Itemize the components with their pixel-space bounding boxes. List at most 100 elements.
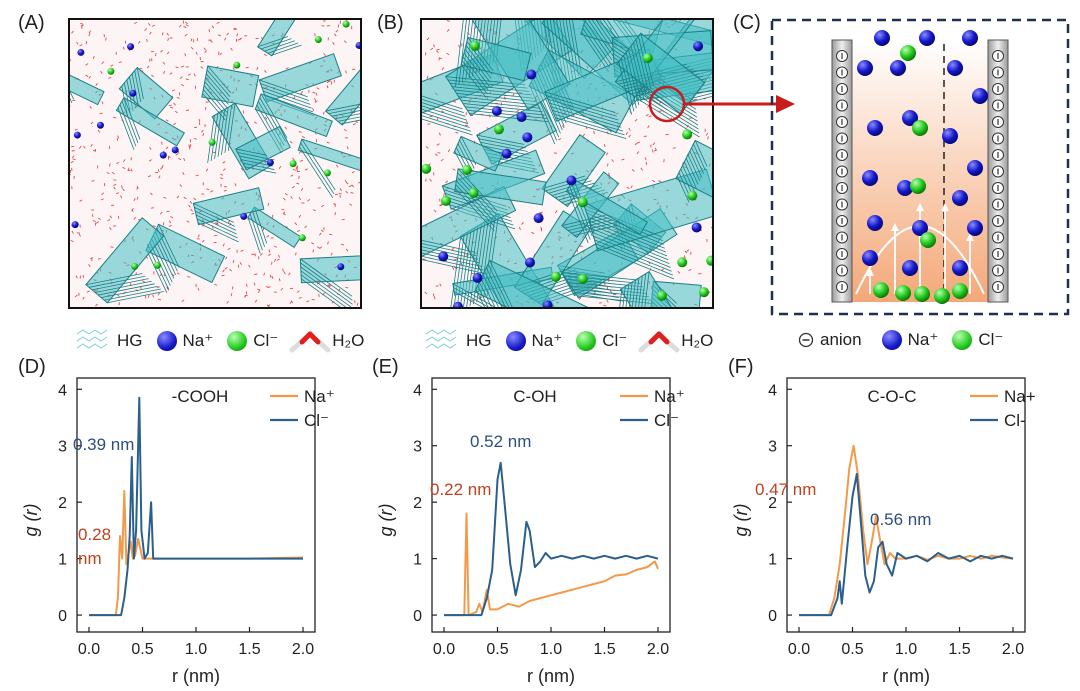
cl-ion-icon: [227, 331, 248, 351]
chart-title: -COOH: [172, 387, 229, 406]
x-tick-label: 0.0: [78, 641, 100, 658]
arrow-head: [776, 95, 795, 113]
y-tick-label: 1: [768, 552, 777, 569]
legend-label: Cl-: [1004, 411, 1026, 430]
series-line-na: [89, 489, 304, 617]
cl-ion-icon: [952, 330, 973, 350]
y-tick-label: 1: [58, 552, 67, 569]
series-line-na: [799, 444, 1014, 617]
x-axis-label: r (nm): [527, 666, 575, 686]
x-tick-label: 1.0: [185, 641, 207, 658]
na-ion: [962, 30, 978, 46]
cl-ion: [910, 178, 926, 194]
na-ion: [972, 88, 988, 104]
na-ion: [867, 120, 883, 136]
series-line-cl: [799, 473, 1014, 617]
snapshot-b: [420, 18, 714, 309]
panel-label-c: (C): [733, 12, 761, 34]
na-ion: [897, 180, 913, 196]
legend-cl-label: Cl⁻: [602, 331, 628, 350]
y-tick-label: 3: [768, 439, 777, 456]
water-icon: [289, 331, 331, 353]
panel-label-b: (B): [377, 12, 404, 34]
rdf-chart-coh: 0.0 0.5 1.0 1.5 2.0 0 1 2 3 4 r (nm) g (r) C-OH Na⁺ Cl…: [376, 377, 685, 686]
graphene-sheets: [70, 20, 360, 307]
x-tick-label: 1.5: [948, 641, 970, 658]
y-tick-label: 0: [413, 608, 422, 625]
x-axis-label: r (nm): [172, 666, 220, 686]
y-axis-label: g (r): [731, 504, 751, 537]
na-ion: [857, 60, 873, 76]
panel-label-a: (A): [18, 12, 45, 34]
snapshot-a: [68, 18, 362, 309]
y-axis-label: g (r): [21, 504, 41, 537]
legend-label: Cl⁻: [654, 411, 679, 430]
x-tick-label: 0.5: [486, 641, 508, 658]
ions: [71, 20, 360, 271]
x-tick-label: 0.5: [131, 641, 153, 658]
cl-ion-icon: [576, 331, 597, 351]
legend-hg-label: HG: [466, 331, 492, 350]
y-tick-label: 0: [768, 608, 777, 625]
series-line-cl: [444, 461, 659, 617]
peak-annotation: 0.56 nm: [870, 510, 931, 529]
legend-label: Na⁺: [654, 387, 685, 406]
cl-ion: [952, 283, 968, 299]
y-tick-label: 4: [58, 382, 67, 399]
na-ion-icon: [156, 331, 177, 351]
na-ion-icon: [881, 330, 902, 350]
na-ion: [942, 128, 958, 144]
na-ion: [867, 215, 883, 231]
na-ion: [967, 220, 983, 236]
anion-icon: [798, 332, 814, 348]
legend-na-label: Na⁺: [182, 331, 214, 350]
y-tick-label: 3: [58, 439, 67, 456]
x-tick-label: 2.0: [1002, 641, 1024, 658]
cl-ion: [912, 120, 928, 136]
x-tick-label: 0.5: [841, 641, 863, 658]
peak-annotation: 0.22 nm: [430, 480, 491, 499]
legend-label: Cl⁻: [304, 411, 329, 430]
na-ion: [919, 30, 935, 46]
na-ion: [902, 110, 918, 126]
y-tick-label: 4: [413, 382, 422, 399]
peak-annotation: 0.47 nm: [755, 480, 816, 499]
na-ion: [952, 260, 968, 276]
series-line-cl: [89, 396, 303, 617]
x-tick-label: 0.0: [433, 641, 455, 658]
cl-ion: [873, 282, 889, 298]
na-ion: [890, 60, 906, 76]
x-tick-label: 2.0: [292, 641, 314, 658]
legend-hg-label: HG: [117, 331, 143, 350]
legend-cl-label: Cl⁻: [253, 331, 279, 350]
na-ion: [862, 250, 878, 266]
legend-h2o-label: H₂O: [332, 331, 365, 350]
na-ion-icon: [505, 331, 526, 351]
rdf-chart-cooh: 0.0 0.5 1.0 1.5 2.0 0 1 2 3 4 r (nm) g (r) -COOH Na⁺ C…: [21, 377, 335, 686]
y-axis-label: g (r): [376, 504, 396, 537]
cl-ion: [914, 286, 930, 302]
zoom-circle: [648, 85, 686, 123]
x-axis-label: r (nm): [882, 666, 930, 686]
peak-annotation: 0.52 nm: [470, 432, 531, 451]
y-tick-label: 0: [58, 608, 67, 625]
peak-annotation: nm: [78, 549, 102, 568]
x-tick-label: 2.0: [647, 641, 669, 658]
y-tick-label: 2: [768, 495, 777, 512]
na-ion: [912, 220, 928, 236]
legend-anion-label: anion: [820, 330, 862, 349]
water-icon: [638, 331, 680, 353]
cl-ion: [900, 45, 916, 61]
legend-label: Na⁺: [304, 387, 335, 406]
panel-label-e: (E): [372, 356, 399, 378]
schematic-c: [770, 18, 1070, 316]
legend-na-label: Na⁺: [907, 330, 939, 349]
peak-annotation: 0.28: [78, 525, 111, 544]
x-tick-label: 1.0: [895, 641, 917, 658]
legend-na-label: Na⁺: [531, 331, 563, 350]
legend-cl-label: Cl⁻: [978, 330, 1004, 349]
na-ion: [902, 260, 918, 276]
plot-frame: [76, 377, 316, 633]
chart-title: C-O-C: [867, 387, 916, 406]
chart-title: C-OH: [513, 387, 556, 406]
